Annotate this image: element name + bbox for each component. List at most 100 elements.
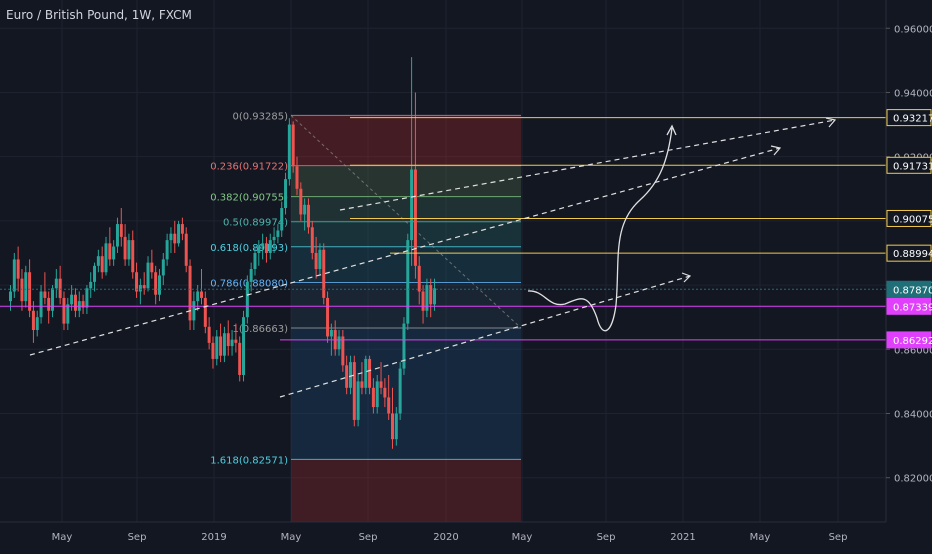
candle-body — [138, 285, 142, 292]
horizontal-lines — [0, 117, 886, 341]
candle-body — [391, 413, 394, 440]
candle-body — [150, 262, 154, 273]
y-tick-label: 0.96000 — [894, 24, 932, 35]
candle-body — [66, 304, 70, 324]
candle-body — [108, 243, 112, 260]
candle-body — [284, 179, 288, 209]
candle-body — [299, 188, 303, 215]
candle-body — [177, 224, 181, 244]
price-tag-label: 0.90075 — [893, 214, 932, 225]
fib-band — [291, 282, 521, 328]
x-tick-label: Sep — [128, 532, 147, 543]
candle-body — [12, 259, 16, 292]
x-tick-label: May — [750, 532, 771, 543]
candle-body — [356, 381, 360, 420]
candle-body — [154, 272, 158, 295]
fib-level-label: 0.236(0.91722) — [210, 162, 288, 173]
candle-body — [119, 224, 123, 237]
candle-body — [234, 339, 238, 343]
y-axis: 0.960000.940000.920000.900000.880000.860… — [885, 0, 932, 522]
candle-body — [433, 288, 437, 305]
candle-body — [100, 256, 104, 273]
candle-body — [242, 317, 246, 375]
fib-trendline — [290, 115, 522, 329]
candle-body — [413, 169, 417, 266]
candle-body — [31, 310, 35, 331]
candle-body — [341, 336, 345, 366]
candle-body — [348, 362, 352, 388]
candle-body — [207, 326, 211, 343]
candle-body — [157, 275, 161, 295]
candle-body — [115, 224, 119, 247]
candle-body — [169, 233, 173, 241]
price-tag-label: 0.86292 — [893, 336, 932, 347]
candle-body — [180, 224, 184, 234]
candle-body — [35, 317, 39, 331]
candle-body — [54, 278, 58, 289]
candle-body — [264, 243, 268, 253]
candle-body — [20, 278, 24, 302]
candle-body — [85, 288, 89, 308]
x-tick-label: May — [281, 532, 302, 543]
candle-body — [24, 272, 28, 302]
candle-body — [368, 358, 372, 388]
price-tag — [886, 244, 932, 262]
candle-body — [410, 169, 414, 241]
candle-body — [165, 240, 169, 260]
candle-body — [364, 358, 368, 388]
candle-body — [211, 342, 215, 359]
candle-body — [276, 230, 280, 237]
channel-arrow-lower — [681, 272, 692, 283]
price-tag-label: 0.93217 — [893, 114, 932, 125]
candle-body — [322, 249, 326, 298]
fib-level-label: 0(0.93285) — [232, 111, 288, 122]
candle-body — [398, 368, 402, 414]
candle-body — [89, 281, 93, 289]
fib-level-label: 0.5(0.89974) — [223, 218, 288, 229]
price-tag-label: 0.88994 — [893, 249, 932, 260]
candle-body — [112, 246, 116, 260]
candle-body — [429, 285, 433, 305]
x-tick-label: Sep — [597, 532, 616, 543]
price-tag — [886, 209, 932, 227]
candle-body — [58, 278, 62, 298]
candle-body — [70, 294, 74, 305]
y-tick-label: 0.86000 — [894, 345, 932, 356]
fib-band — [291, 115, 521, 166]
x-tick-label: May — [512, 532, 533, 543]
candle-body — [425, 285, 429, 311]
projection-arrow — [666, 124, 677, 136]
fib-level-label: 0.786(0.88080) — [210, 279, 288, 290]
candle-body — [280, 208, 284, 231]
x-tick-label: 2020 — [433, 532, 458, 543]
candle-body — [238, 342, 242, 375]
candle-body — [287, 124, 291, 180]
x-tick-label: 2021 — [670, 532, 695, 543]
candle-body — [131, 240, 135, 273]
candle-body — [196, 291, 200, 302]
chart-title: Euro / British Pound, 1W, FXCM — [6, 8, 192, 22]
candle-body — [406, 240, 410, 324]
candle-body — [9, 291, 12, 302]
x-tick-label: Sep — [359, 532, 378, 543]
fib-level-label: 0.618(0.89193) — [210, 243, 288, 254]
fib-band — [291, 165, 521, 197]
candle-body — [219, 336, 223, 356]
candle-body — [93, 265, 97, 282]
x-tick-label: May — [52, 532, 73, 543]
price-tag-label: 0.87870 — [893, 285, 932, 296]
candle-body — [16, 259, 20, 279]
price-tag — [886, 109, 932, 127]
candle-body — [291, 124, 295, 167]
candle-body — [402, 323, 406, 369]
candle-body — [73, 294, 77, 311]
fib-band-extension — [291, 459, 521, 522]
candle-body — [43, 291, 47, 298]
price-tag-label: 0.91731 — [893, 161, 932, 172]
price-tag — [886, 156, 932, 174]
candle-body — [226, 333, 230, 347]
y-tick-label: 0.84000 — [894, 409, 932, 420]
fib-band — [291, 196, 521, 222]
candle-body — [345, 365, 349, 388]
candle-body — [146, 262, 150, 289]
